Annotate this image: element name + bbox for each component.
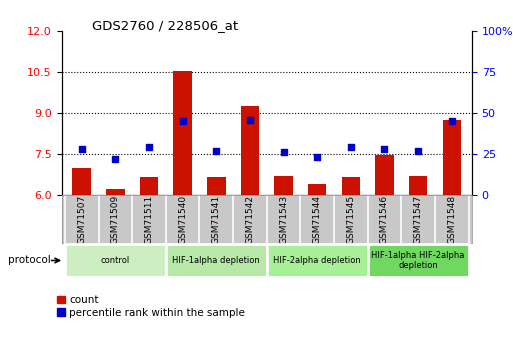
Bar xyxy=(72,168,91,195)
Text: GSM71507: GSM71507 xyxy=(77,195,86,244)
Point xyxy=(145,145,153,150)
Text: HIF-1alpha HIF-2alpha
depletion: HIF-1alpha HIF-2alpha depletion xyxy=(371,251,465,270)
Point xyxy=(347,145,355,150)
Point xyxy=(77,146,86,152)
Point xyxy=(246,117,254,122)
Text: HIF-1alpha depletion: HIF-1alpha depletion xyxy=(172,256,260,265)
Text: control: control xyxy=(101,256,130,265)
Text: GSM71545: GSM71545 xyxy=(346,195,356,244)
Point xyxy=(313,155,321,160)
Text: GSM71546: GSM71546 xyxy=(380,195,389,244)
Bar xyxy=(274,176,293,195)
FancyBboxPatch shape xyxy=(166,244,267,277)
Text: GDS2760 / 228506_at: GDS2760 / 228506_at xyxy=(92,19,239,32)
Point xyxy=(381,146,389,152)
Text: GSM71542: GSM71542 xyxy=(245,195,254,244)
Legend: count, percentile rank within the sample: count, percentile rank within the sample xyxy=(56,295,245,318)
Point xyxy=(280,150,288,155)
Bar xyxy=(241,106,259,195)
Bar xyxy=(106,189,125,195)
Text: GSM71547: GSM71547 xyxy=(413,195,423,244)
FancyBboxPatch shape xyxy=(267,244,368,277)
Bar xyxy=(207,177,226,195)
Bar xyxy=(140,177,159,195)
Text: protocol: protocol xyxy=(8,256,50,265)
Text: GSM71548: GSM71548 xyxy=(447,195,456,244)
Point xyxy=(414,148,422,154)
Text: GSM71540: GSM71540 xyxy=(178,195,187,244)
Text: GSM71509: GSM71509 xyxy=(111,195,120,244)
Text: GSM71541: GSM71541 xyxy=(212,195,221,244)
Point xyxy=(212,148,221,154)
Point xyxy=(448,118,456,124)
Bar xyxy=(342,177,360,195)
FancyBboxPatch shape xyxy=(368,244,468,277)
Text: GSM71544: GSM71544 xyxy=(313,195,322,244)
Text: GSM71543: GSM71543 xyxy=(279,195,288,244)
Bar xyxy=(409,176,427,195)
Point xyxy=(179,118,187,124)
Bar xyxy=(173,71,192,195)
Bar xyxy=(375,155,394,195)
Text: HIF-2alpha depletion: HIF-2alpha depletion xyxy=(273,256,361,265)
Text: GSM71511: GSM71511 xyxy=(145,195,153,244)
Bar xyxy=(308,184,326,195)
Bar xyxy=(443,120,461,195)
Point xyxy=(111,156,120,161)
FancyBboxPatch shape xyxy=(65,244,166,277)
